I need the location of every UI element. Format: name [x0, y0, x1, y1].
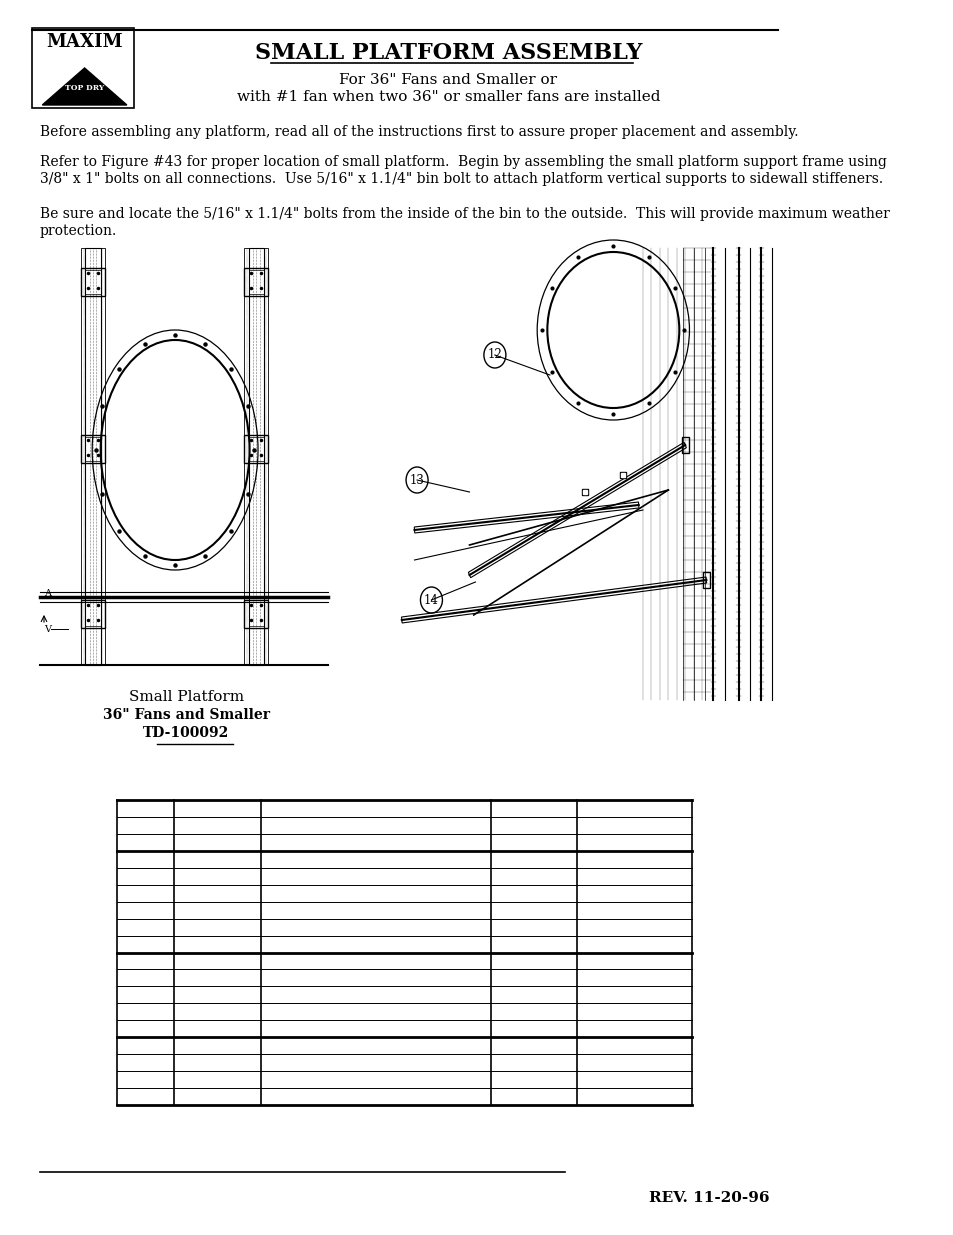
Text: 13: 13	[409, 473, 424, 487]
Bar	[702, 572, 709, 588]
Text: MAXIM: MAXIM	[47, 33, 123, 51]
Bar	[86, 270, 101, 294]
Text: with #1 fan when two 36" or smaller fans are installed: with #1 fan when two 36" or smaller fans…	[236, 90, 659, 104]
Bar	[249, 248, 264, 664]
Text: 12: 12	[487, 348, 501, 362]
Bar	[86, 601, 101, 626]
Bar	[81, 268, 105, 296]
Bar	[81, 435, 105, 463]
Polygon shape	[42, 68, 127, 105]
Text: Refer to Figure #43 for proper location of small platform.  Begin by assembling : Refer to Figure #43 for proper location …	[40, 156, 885, 169]
Bar	[244, 600, 268, 629]
Bar	[101, 248, 105, 664]
Text: TOP DRY: TOP DRY	[65, 84, 104, 91]
Bar	[244, 435, 268, 463]
Bar	[264, 248, 268, 664]
Text: A: A	[44, 589, 51, 599]
Text: 36" Fans and Smaller: 36" Fans and Smaller	[103, 708, 270, 722]
Bar	[81, 600, 105, 629]
Bar	[681, 437, 688, 453]
Bar	[249, 437, 264, 461]
Bar	[244, 268, 268, 296]
Text: 14: 14	[423, 594, 438, 606]
Text: Before assembling any platform, read all of the instructions first to assure pro: Before assembling any platform, read all…	[40, 125, 798, 140]
Text: TD-100092: TD-100092	[143, 726, 229, 740]
Text: For 36" Fans and Smaller or: For 36" Fans and Smaller or	[339, 73, 557, 86]
Text: Small Platform: Small Platform	[129, 690, 243, 704]
Bar	[86, 248, 101, 664]
Text: REV. 11-20-96: REV. 11-20-96	[649, 1191, 769, 1205]
Bar	[249, 270, 264, 294]
Text: 3/8" x 1" bolts on all connections.  Use 5/16" x 1.1/4" bin bolt to attach platf: 3/8" x 1" bolts on all connections. Use …	[40, 172, 882, 186]
Text: Be sure and locate the 5/16" x 1.1/4" bolts from the inside of the bin to the ou: Be sure and locate the 5/16" x 1.1/4" bo…	[40, 207, 889, 221]
Bar	[81, 248, 86, 664]
Bar	[244, 248, 249, 664]
Text: SMALL PLATFORM ASSEMBLY: SMALL PLATFORM ASSEMBLY	[254, 42, 641, 64]
Bar	[86, 437, 101, 461]
Text: protection.: protection.	[40, 224, 117, 238]
Text: V: V	[44, 625, 51, 634]
Bar	[249, 601, 264, 626]
